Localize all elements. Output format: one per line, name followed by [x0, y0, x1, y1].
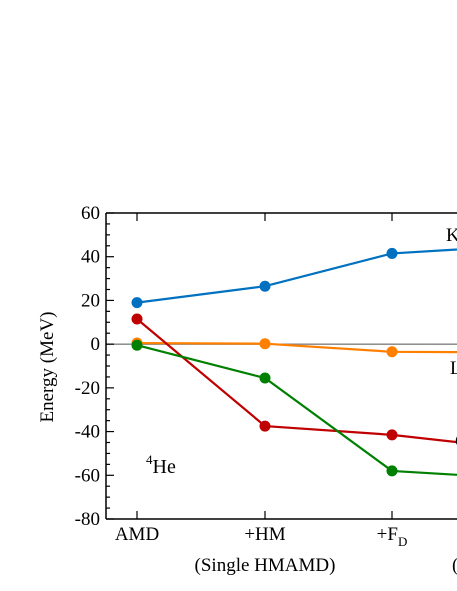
- series-label: L: [450, 358, 457, 379]
- data-point: [259, 338, 271, 350]
- x-tick-main: +HM: [244, 524, 285, 545]
- data-point: [259, 420, 271, 432]
- data-point: [259, 280, 271, 292]
- y-tick-label: 20: [81, 290, 100, 311]
- y-axis-title: Energy (MeV): [37, 312, 58, 423]
- data-point: [386, 346, 398, 358]
- nucleus-annotation: 4He: [146, 452, 176, 478]
- x-tick-main: +F: [377, 524, 398, 545]
- series-line: [136, 318, 457, 444]
- series-line: [136, 248, 457, 304]
- data-point: [131, 297, 143, 309]
- x-tick-main: AMD: [115, 524, 159, 545]
- data-point: [386, 465, 398, 477]
- nucleus-symbol: He: [153, 456, 176, 478]
- x-tick-label: +FD: [377, 524, 408, 549]
- x-tick-subscript: D: [398, 534, 407, 549]
- y-tick-label: -80: [75, 509, 100, 530]
- data-point: [131, 313, 143, 325]
- y-tick-label: 0: [91, 334, 101, 355]
- series-label: C: [455, 431, 457, 452]
- series-line: [136, 341, 457, 354]
- data-point: [131, 339, 143, 351]
- y-tick-label: 60: [81, 203, 100, 224]
- series-layer: [131, 247, 457, 477]
- labels-layer: Energy (MeV) 4He -80 -60 -40 -20 0 20 40 60 AMD +…: [37, 203, 457, 576]
- y-tick-label: -40: [75, 422, 100, 443]
- data-point: [386, 429, 398, 441]
- x-group-label: (: [452, 555, 457, 576]
- x-tick-label: +HM: [244, 524, 285, 545]
- data-point: [386, 247, 398, 259]
- y-tick-label: -60: [75, 465, 100, 486]
- x-tick-label: AMD: [115, 524, 159, 545]
- data-point: [259, 372, 271, 384]
- x-group-label: (Single HMAMD): [195, 555, 336, 576]
- series-line: [136, 344, 457, 476]
- y-tick-label: 40: [81, 247, 100, 268]
- axes: [105, 212, 457, 520]
- nucleus-mass-number: 4: [146, 452, 153, 467]
- series-label: K: [446, 225, 457, 246]
- y-tick-label: -20: [75, 378, 100, 399]
